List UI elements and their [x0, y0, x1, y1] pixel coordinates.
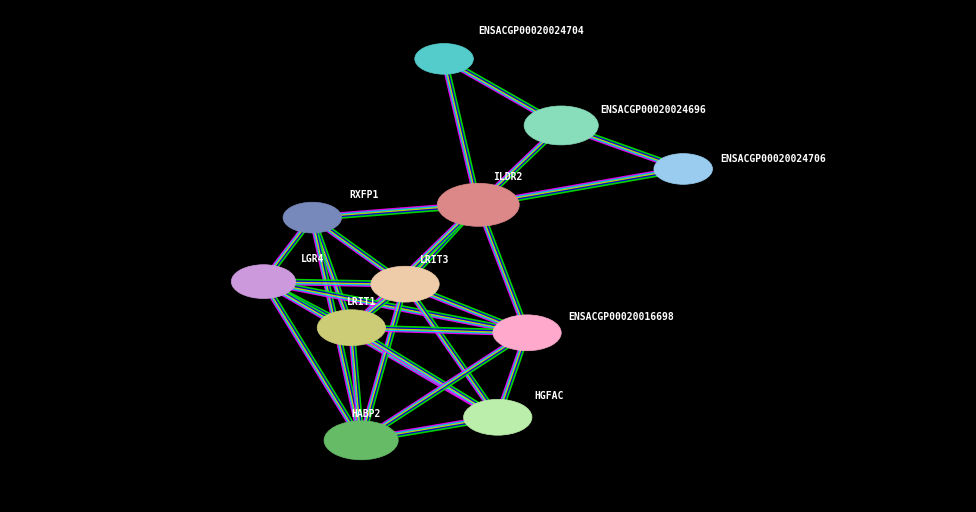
Circle shape — [415, 44, 473, 74]
Circle shape — [283, 202, 342, 233]
Circle shape — [324, 421, 398, 460]
Circle shape — [437, 183, 519, 226]
Circle shape — [317, 310, 386, 346]
Text: ILDR2: ILDR2 — [493, 172, 522, 182]
Circle shape — [654, 154, 712, 184]
Text: ENSACGP00020024706: ENSACGP00020024706 — [720, 154, 826, 164]
Text: ENSACGP00020016698: ENSACGP00020016698 — [568, 312, 673, 323]
Text: ENSACGP00020024704: ENSACGP00020024704 — [478, 26, 584, 36]
Text: LRIT3: LRIT3 — [420, 254, 449, 265]
Text: RXFP1: RXFP1 — [349, 189, 379, 200]
Text: ENSACGP00020024696: ENSACGP00020024696 — [600, 105, 706, 115]
Text: LRIT1: LRIT1 — [346, 297, 376, 307]
Circle shape — [464, 399, 532, 435]
Circle shape — [493, 315, 561, 351]
Text: HABP2: HABP2 — [351, 409, 381, 419]
Text: LGR4: LGR4 — [301, 253, 324, 264]
Circle shape — [231, 265, 296, 298]
Circle shape — [371, 266, 439, 302]
Circle shape — [524, 106, 598, 145]
Text: HGFAC: HGFAC — [535, 391, 564, 401]
